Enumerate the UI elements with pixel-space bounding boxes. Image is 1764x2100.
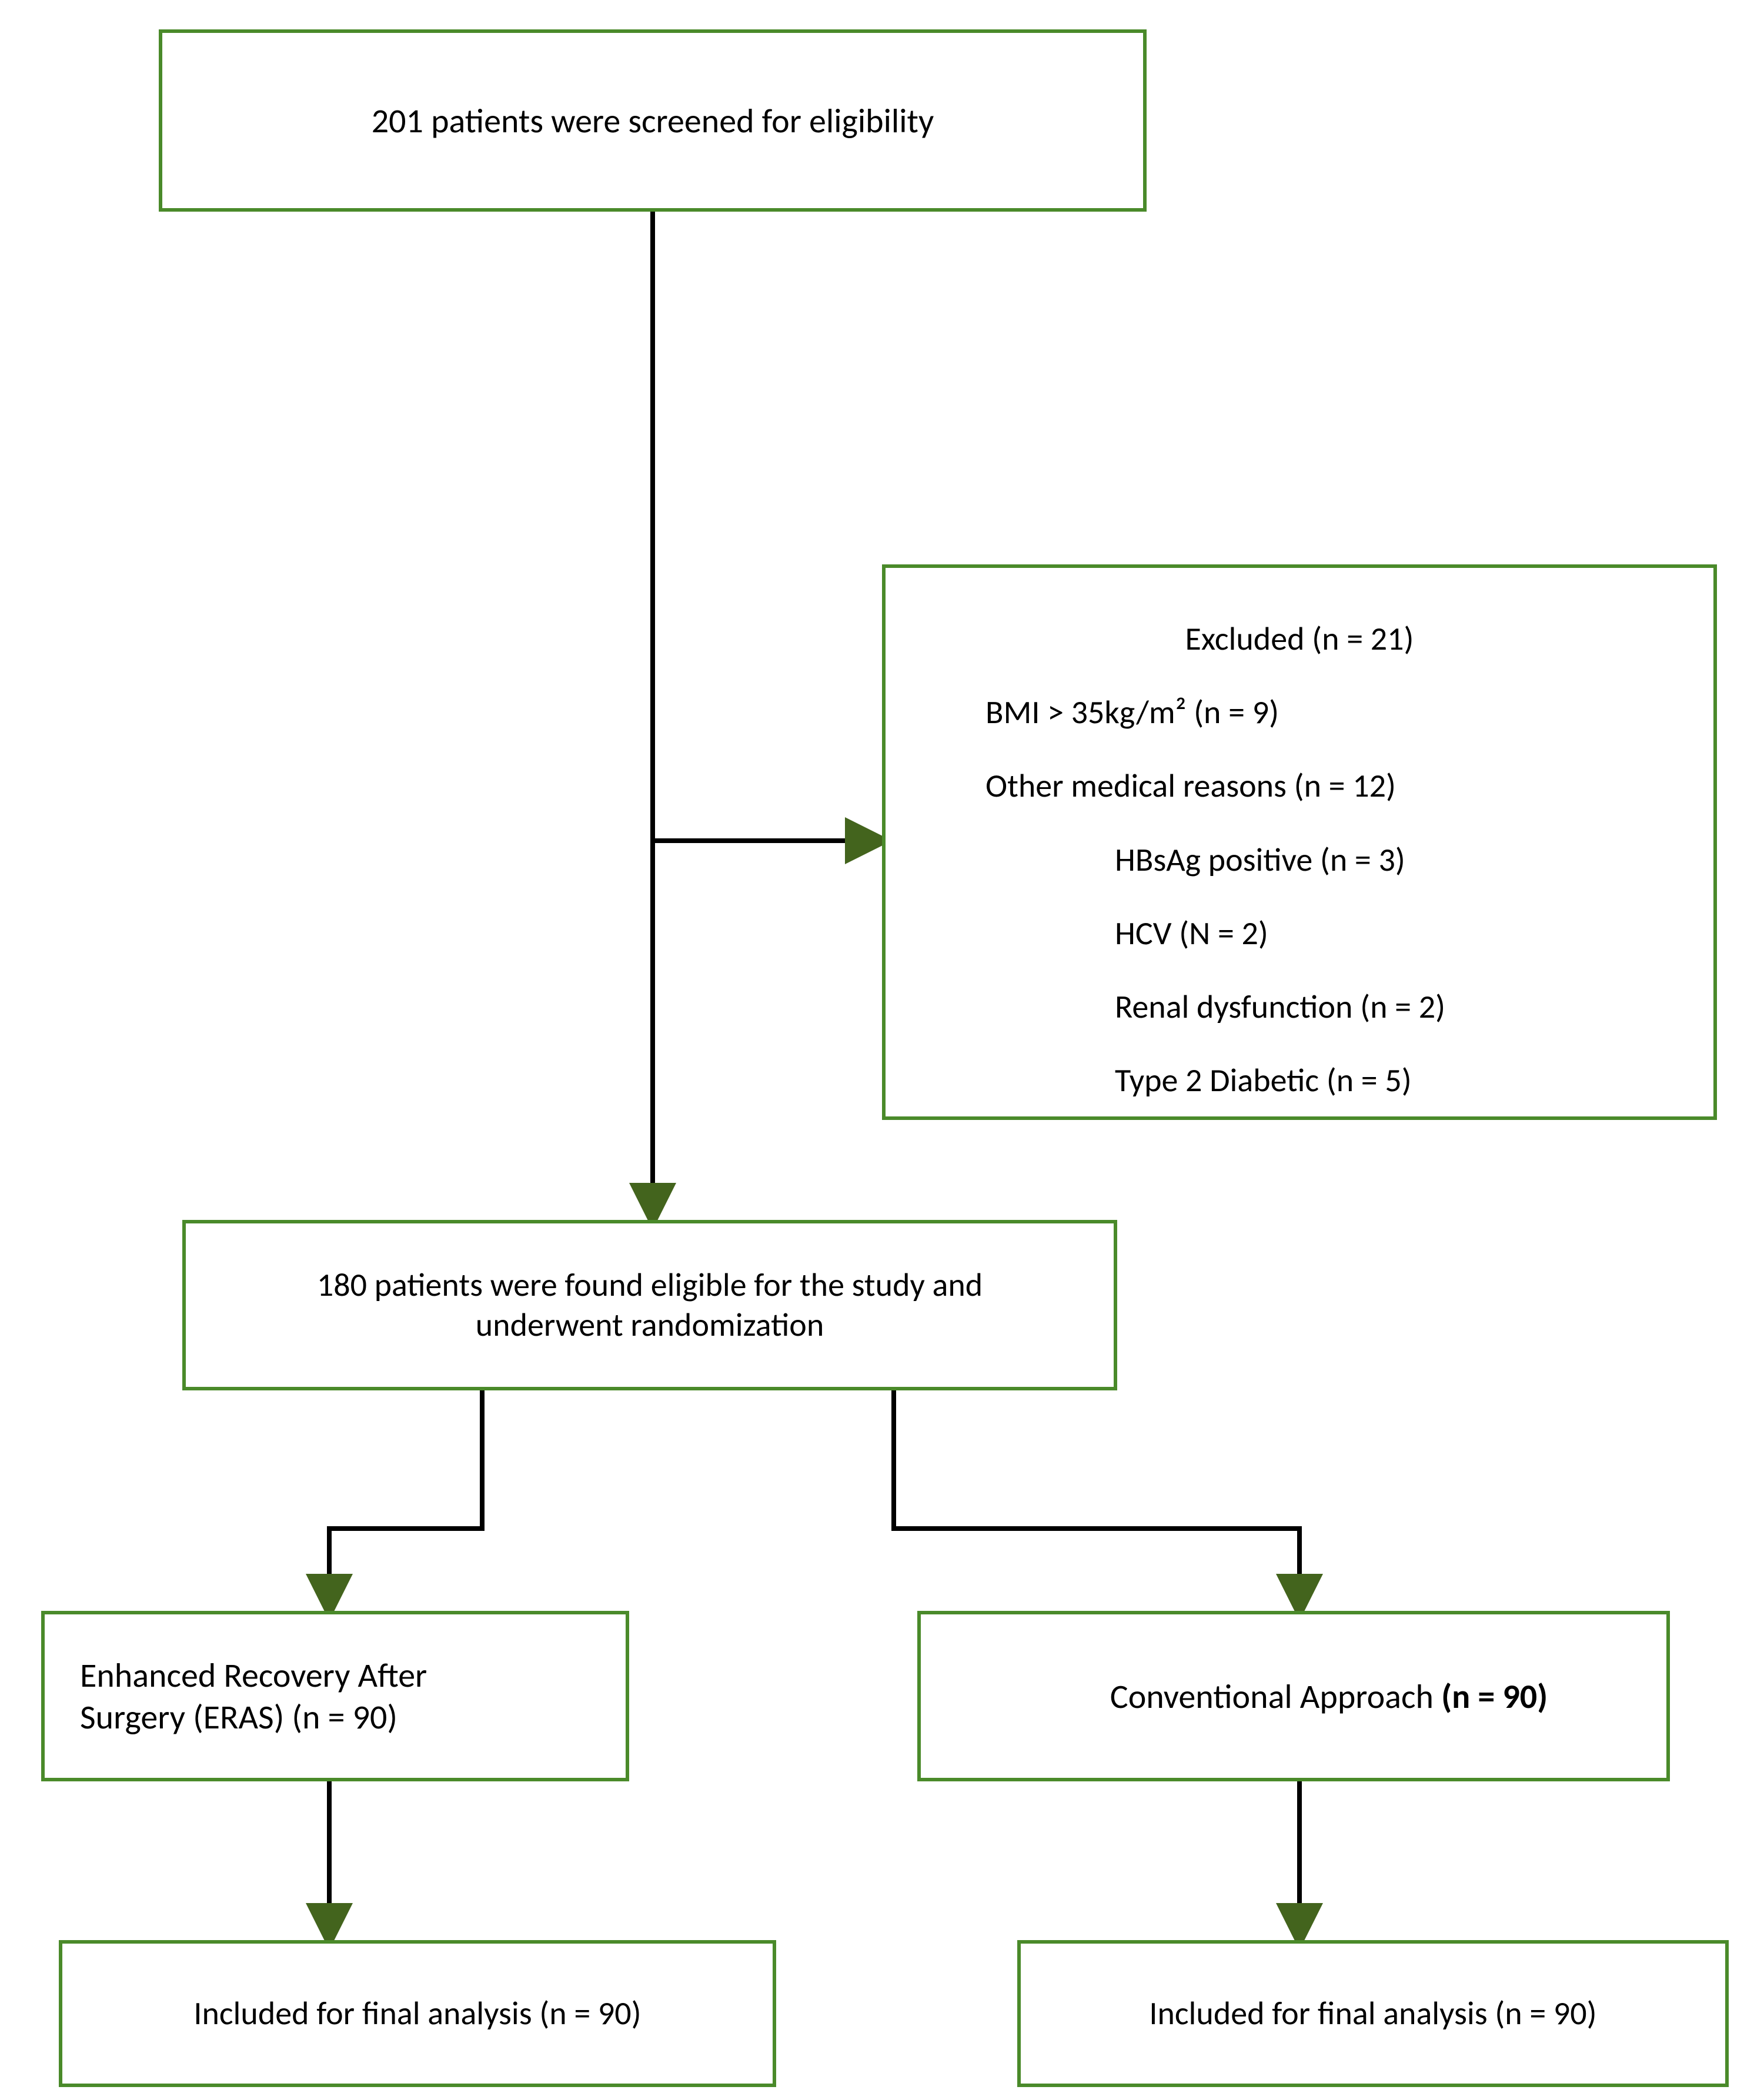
- excluded-line-bmi: BMI > 35kg/m² (n = 9): [886, 693, 1713, 733]
- excluded-title: Excluded (n = 21): [886, 619, 1713, 659]
- node-excluded: Excluded (n = 21) BMI > 35kg/m² (n = 9) …: [882, 564, 1717, 1120]
- flowchart-stage: 201 patients were screened for eligibili…: [0, 0, 1764, 2100]
- eligible-text2: underwent randomization: [476, 1305, 824, 1345]
- conventional-text-bold: (n = 90): [1441, 1676, 1548, 1717]
- node-final-right: Included for final analysis (n = 90): [1017, 1940, 1729, 2087]
- excluded-line-other: Other medical reasons (n = 12): [886, 766, 1713, 806]
- edge-eligible-eras: [329, 1390, 482, 1602]
- eligible-text1: 180 patients were found eligible for the…: [317, 1265, 983, 1305]
- eras-text1: Enhanced Recovery After: [80, 1654, 427, 1696]
- excluded-line-diabetic: Type 2 Diabetic (n = 5): [886, 1061, 1713, 1101]
- eras-text2: Surgery (ERAS) (n = 90): [80, 1696, 397, 1738]
- node-final-left: Included for final analysis (n = 90): [59, 1940, 776, 2087]
- node-eligible: 180 patients were found eligible for the…: [182, 1220, 1117, 1390]
- node-screened: 201 patients were screened for eligibili…: [159, 29, 1147, 212]
- node-screened-text: 201 patients were screened for eligibili…: [372, 100, 934, 142]
- conventional-text-prefix: Conventional Approach: [1110, 1676, 1441, 1717]
- excluded-line-renal: Renal dysfunction (n = 2): [886, 987, 1713, 1027]
- excluded-line-hbsag: HBsAg positive (n = 3): [886, 840, 1713, 880]
- final-left-text: Included for final analysis (n = 90): [193, 1994, 641, 2034]
- excluded-line-hcv: HCV (N = 2): [886, 914, 1713, 954]
- node-conventional: Conventional Approach (n = 90): [917, 1611, 1670, 1781]
- final-right-text: Included for final analysis (n = 90): [1149, 1994, 1596, 2034]
- node-eras: Enhanced Recovery After Surgery (ERAS) (…: [41, 1611, 629, 1781]
- edge-eligible-conventional: [894, 1390, 1299, 1602]
